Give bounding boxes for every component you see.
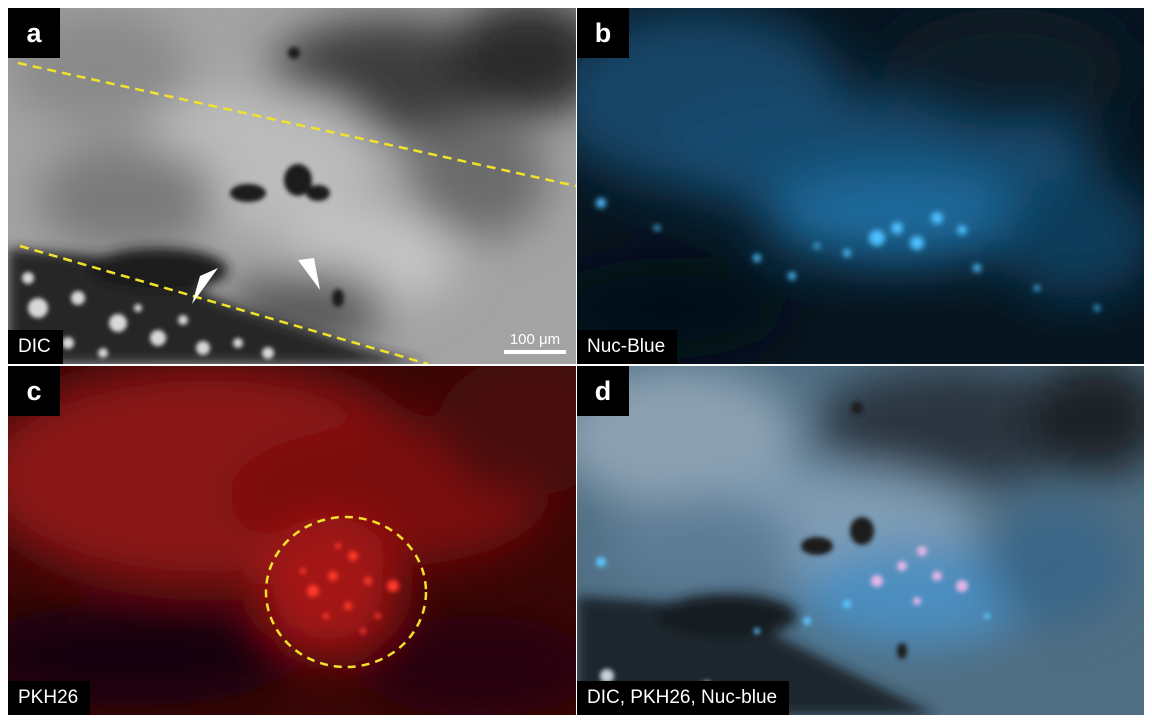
pkh26-image [8,366,576,715]
tissue-boundary-upper-dashed-line [17,61,576,188]
panel-letter: b [577,8,629,58]
arrowhead-icon [298,258,320,290]
tissue-boundary-lower-dashed-line [19,244,429,364]
panel-label: Nuc-Blue [577,330,678,364]
panel-label: DIC [8,330,63,364]
scale-bar-label: 100 μm [509,331,561,348]
panel-d-merged: d DIC, PKH26, Nuc-blue [577,366,1144,715]
panel-label: PKH26 [8,681,91,715]
merged-image [577,366,1144,715]
scale-bar: 100 μm [504,331,566,354]
panel-c-pkh26: c PKH26 [8,366,576,715]
panel-letter: c [8,366,60,416]
panel-label: DIC, PKH26, Nuc-blue [577,681,790,715]
panel-letter: d [577,366,629,416]
panel-a-dic: a DIC 100 μm [8,8,576,364]
scale-bar-line [504,350,566,354]
dic-image [8,8,576,364]
nuc-blue-image [577,8,1144,364]
panel-letter: a [8,8,60,58]
arrowhead-icon [192,268,218,304]
region-of-interest-dashed-circle [264,515,428,669]
panel-b-nuc-blue: b Nuc-Blue [577,8,1144,364]
